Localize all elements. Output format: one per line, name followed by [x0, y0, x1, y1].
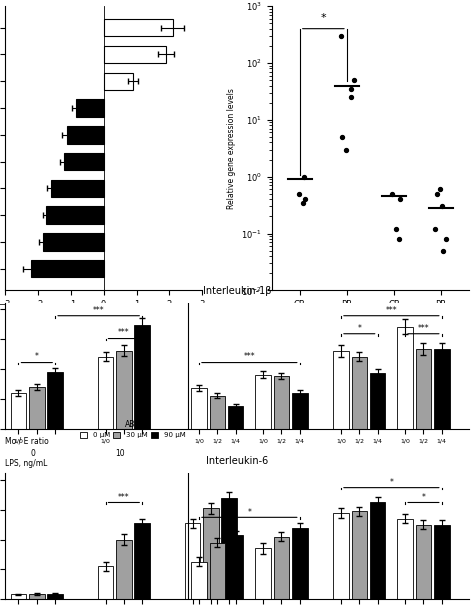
- Text: ***: ***: [418, 324, 429, 333]
- Bar: [98, 566, 113, 599]
- Bar: [434, 349, 449, 429]
- Bar: [255, 549, 271, 599]
- Point: [300, 172, 308, 182]
- Text: *: *: [421, 492, 425, 502]
- Bar: [203, 508, 219, 599]
- Bar: [67, 126, 104, 143]
- Bar: [416, 525, 431, 599]
- Bar: [292, 528, 308, 599]
- Bar: [98, 356, 113, 429]
- Bar: [47, 371, 63, 429]
- Bar: [228, 406, 244, 429]
- Bar: [135, 325, 150, 429]
- Bar: [104, 46, 166, 63]
- Text: ***: ***: [385, 306, 397, 315]
- Text: ***: ***: [93, 306, 104, 315]
- Point: [295, 189, 303, 198]
- Bar: [46, 206, 104, 224]
- Point: [433, 189, 441, 198]
- Bar: [352, 511, 367, 599]
- Bar: [434, 525, 449, 599]
- Point: [350, 75, 357, 85]
- Bar: [273, 376, 289, 429]
- Bar: [333, 350, 349, 429]
- Bar: [29, 594, 45, 599]
- Bar: [292, 393, 308, 429]
- Text: *: *: [390, 478, 393, 487]
- Bar: [64, 153, 104, 171]
- Point: [431, 224, 438, 234]
- Point: [342, 145, 350, 154]
- Bar: [228, 535, 244, 599]
- Bar: [11, 393, 26, 429]
- Bar: [11, 595, 26, 599]
- Text: LPS, ng/mL: LPS, ng/mL: [5, 459, 47, 468]
- Text: CD45+: CD45+: [422, 342, 449, 350]
- Text: ***: ***: [118, 492, 130, 502]
- Text: ***: ***: [118, 329, 130, 338]
- Bar: [397, 519, 413, 599]
- Bar: [75, 99, 104, 117]
- Bar: [210, 543, 225, 599]
- Point: [442, 234, 449, 244]
- Bar: [352, 356, 367, 429]
- Bar: [191, 388, 207, 429]
- Text: 0: 0: [30, 450, 35, 459]
- Text: *: *: [320, 13, 326, 23]
- Text: b: b: [222, 0, 230, 2]
- Bar: [135, 523, 150, 599]
- Bar: [210, 396, 225, 429]
- Text: 10: 10: [116, 450, 125, 459]
- Text: *: *: [357, 324, 361, 333]
- Point: [437, 185, 444, 194]
- Point: [301, 194, 309, 204]
- Bar: [221, 498, 237, 599]
- Bar: [31, 260, 104, 278]
- Text: ***: ***: [244, 352, 255, 361]
- Bar: [416, 349, 431, 429]
- Point: [388, 189, 396, 198]
- Bar: [47, 594, 63, 599]
- Point: [396, 194, 404, 204]
- Bar: [185, 523, 201, 599]
- Point: [347, 84, 355, 94]
- Bar: [397, 327, 413, 429]
- Title: Interleukin-6: Interleukin-6: [206, 456, 268, 466]
- Point: [395, 234, 402, 244]
- Text: Mo / E ratio: Mo / E ratio: [5, 437, 48, 446]
- Text: CD71+
erythroid: CD71+ erythroid: [353, 342, 388, 361]
- Bar: [104, 19, 173, 36]
- Bar: [255, 374, 271, 429]
- Bar: [43, 234, 104, 250]
- Text: *: *: [35, 352, 39, 361]
- Bar: [370, 503, 385, 599]
- Bar: [51, 180, 104, 197]
- Point: [337, 31, 345, 41]
- Y-axis label: Relative gene expression levels: Relative gene expression levels: [227, 88, 236, 209]
- Point: [438, 201, 446, 211]
- Point: [439, 246, 447, 255]
- Point: [338, 132, 346, 142]
- Bar: [104, 73, 133, 90]
- Text: *: *: [247, 508, 251, 517]
- Bar: [191, 562, 207, 599]
- Bar: [273, 537, 289, 599]
- Bar: [29, 387, 45, 429]
- Bar: [116, 350, 132, 429]
- Bar: [333, 513, 349, 599]
- Title: Interleukin-1β: Interleukin-1β: [203, 286, 271, 296]
- Legend: 0 μM, 30 μM, 90 μM: 0 μM, 30 μM, 90 μM: [77, 417, 188, 441]
- Bar: [370, 373, 385, 429]
- X-axis label: Signal ratio: Signal ratio: [80, 315, 128, 324]
- Point: [299, 198, 306, 208]
- Bar: [116, 540, 132, 599]
- Point: [347, 93, 355, 102]
- Point: [392, 224, 400, 234]
